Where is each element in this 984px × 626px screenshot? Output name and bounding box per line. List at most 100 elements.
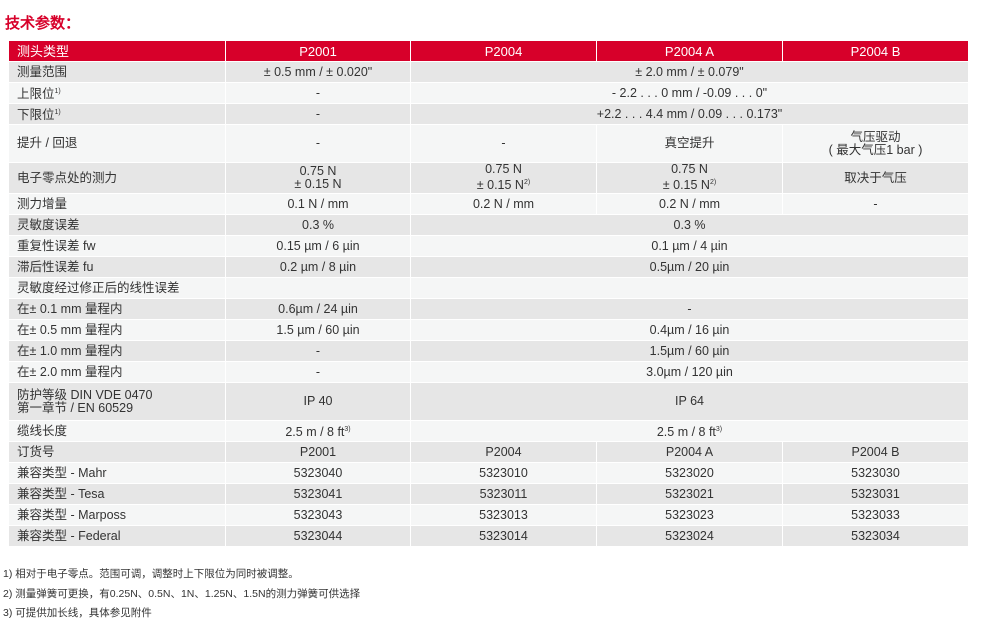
table-cell: 1.5 µm / 60 µin: [225, 319, 411, 341]
table-row: 订货号 P2001 P2004 P2004 A P2004 B: [8, 441, 969, 463]
table-cell: 0.4µm / 16 µin: [410, 319, 969, 341]
row-label: 兼容类型 - Marposs: [8, 504, 226, 526]
table-cell: P2001: [225, 441, 411, 463]
cell-value: 5323021: [665, 486, 714, 501]
table-cell: 0.1 µm / 4 µin: [410, 235, 969, 257]
row-label: 测量范围: [8, 61, 226, 83]
row-label: 在± 1.0 mm 量程内: [8, 340, 226, 362]
section-title: 技术参数：: [5, 15, 81, 32]
table-cell: 5323030: [782, 462, 969, 484]
table-row: 在± 0.5 mm 量程内 1.5 µm / 60 µin 0.4µm / 16 µ…: [8, 319, 969, 341]
cell-value: 5323011: [479, 486, 528, 501]
row-label-text: 在± 0.1 mm 量程内: [17, 301, 123, 316]
table-cell: -: [782, 193, 969, 215]
table-row: 提升 / 回退 - - 真空提升 气压驱动( 最大气压1 bar ): [8, 124, 969, 163]
cell-value: -: [873, 196, 878, 211]
footnote-ref: 2): [709, 179, 717, 187]
cell-value: 0.5µm / 20 µin: [649, 259, 730, 274]
cell-value: 5323030: [851, 465, 900, 480]
table-cell: 5323033: [782, 504, 969, 526]
column-header: P2001: [225, 40, 411, 62]
cell-value: IP 64: [675, 394, 704, 408]
cell-value: ± 2.0 mm / ± 0.079": [635, 64, 744, 79]
table-cell: 0.2 N / mm: [410, 193, 597, 215]
cell-value: 0.1 N / mm: [287, 196, 349, 211]
cell-value: -: [315, 85, 321, 100]
cell-value: 取决于气压: [844, 170, 907, 185]
footnote: 3) 可提供加长线，具体参见附件: [3, 607, 152, 619]
table-cell: 5323031: [782, 483, 969, 505]
table-cell: 5323013: [410, 504, 597, 526]
cell-value: 5323040: [293, 465, 343, 480]
cell-value: 0.2 µm / 8 µin: [279, 259, 357, 274]
table-row: 重复性误差 fw 0.15 µm / 6 µin 0.1 µm / 4 µin: [8, 235, 969, 257]
table-cell: +2.2 . . . 4.4 mm / 0.09 . . . 0.173": [410, 103, 969, 125]
row-label: 灵敏度经过修正后的线性误差: [8, 277, 226, 299]
table-cell: 0.75 N ± 0.15 N2): [410, 162, 597, 194]
table-cell: [225, 277, 411, 299]
row-label-text: 在± 1.0 mm 量程内: [17, 343, 123, 358]
table-row: 电子零点处的测力 0.75 N ± 0.15 N 0.75 N ± 0.15 N2) 0.…: [8, 162, 969, 194]
cell-value: P2004 A: [665, 444, 714, 459]
table-row: 兼容类型 - Federal 5323044 5323014 5323024 53230…: [8, 525, 969, 547]
cell-value: 0.15 µm / 6 µin: [276, 238, 360, 253]
footnote-ref: 3): [344, 425, 351, 433]
cell-value: 0.1 µm / 4 µin: [651, 238, 728, 253]
table-header-row: 测头类型 P2001 P2004 P2004 A P2004 B: [8, 40, 969, 62]
cell-value: 5323024: [665, 528, 714, 543]
row-label-text: 下限位: [17, 108, 55, 123]
footnotes: 1) 相对于电子零点。范围可调，调整时上下限位为同时被调整。 2) 测量弹簧可更换…: [3, 567, 360, 626]
row-label: 重复性误差 fw: [8, 235, 226, 257]
table-row: 测力增量 0.1 N / mm 0.2 N / mm 0.2 N / mm -: [8, 193, 969, 215]
cell-value: P2001: [299, 444, 337, 459]
cell-value: 5323043: [293, 507, 343, 522]
table-cell: ± 0.5 mm / ± 0.020": [225, 61, 411, 83]
cell-value: -: [315, 364, 321, 379]
row-label: 滞后性误差 fu: [8, 256, 226, 278]
row-label-text: 测量范围: [17, 64, 68, 79]
column-header: P2004 A: [596, 40, 783, 62]
row-label-text: 兼容类型 - Marposs: [17, 507, 127, 522]
row-label-text: 缆线长度: [17, 423, 68, 438]
cell-value: 5323014: [479, 528, 528, 543]
table-cell: 0.1 N / mm: [225, 193, 411, 215]
cell-value: 0.75 N: [299, 164, 337, 178]
table-row: 在± 1.0 mm 量程内 - 1.5µm / 60 µin: [8, 340, 969, 362]
cell-value: 5323041: [293, 486, 343, 501]
cell-value: 1.5µm / 60 µin: [649, 343, 730, 358]
row-label-text: 兼容类型 - Tesa: [17, 486, 105, 501]
cell-value: 气压驱动: [850, 129, 901, 144]
table-cell: 0.6µm / 24 µin: [225, 298, 411, 320]
table-cell: IP 40: [225, 382, 411, 421]
cell-value: 5323013: [479, 507, 528, 522]
row-label-text: 电子零点处的测力: [17, 170, 118, 185]
row-label-text: 在± 2.0 mm 量程内: [17, 364, 123, 379]
table-row: 兼容类型 - Marposs 5323043 5323013 5323023 53230…: [8, 504, 969, 526]
table-row: 测量范围 ± 0.5 mm / ± 0.020" ± 2.0 mm / ± 0.07…: [8, 61, 969, 83]
row-label: 测力增量: [8, 193, 226, 215]
cell-value: 0.2 N / mm: [658, 196, 721, 211]
footnote-ref: 1): [54, 87, 61, 95]
cell-value-line2: ± 0.15 N: [294, 177, 342, 191]
table-cell: 5323014: [410, 525, 597, 547]
table-cell: - 2.2 . . . 0 mm / -0.09 . . . 0": [410, 82, 969, 104]
cell-value: 0.75 N: [485, 162, 522, 177]
table-cell: -: [225, 361, 411, 383]
cell-value: P2004: [485, 444, 522, 459]
footnote: 1) 相对于电子零点。范围可调，调整时上下限位为同时被调整。: [3, 568, 299, 580]
row-label: 兼容类型 - Mahr: [8, 462, 226, 484]
table-cell: -: [225, 82, 411, 104]
table-row: 兼容类型 - Tesa 5323041 5323011 5323021 5323031: [8, 483, 969, 505]
row-label: 上限位1): [8, 82, 226, 104]
cell-value: 0.6µm / 24 µin: [278, 301, 358, 316]
cell-value: P2004 B: [851, 444, 900, 459]
row-label-text: 测力增量: [17, 196, 68, 211]
table-cell: 取决于气压: [782, 162, 969, 194]
cell-value: 5323034: [851, 528, 900, 543]
table-cell: -: [225, 103, 411, 125]
table-cell: 5323011: [410, 483, 597, 505]
table-row: 灵敏度误差 0.3 % 0.3 %: [8, 214, 969, 236]
table-row: 在± 0.1 mm 量程内 0.6µm / 24 µin -: [8, 298, 969, 320]
cell-value: IP 40: [303, 394, 333, 408]
table-cell: 0.3 %: [410, 214, 969, 236]
